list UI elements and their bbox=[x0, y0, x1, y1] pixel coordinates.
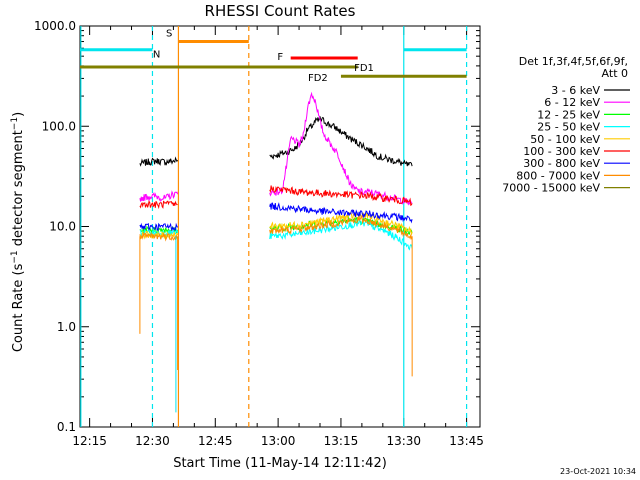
x-tick-label: 13:30 bbox=[386, 434, 421, 448]
series-line bbox=[269, 212, 413, 235]
legend-title-line2: Att 0 bbox=[602, 67, 628, 80]
series-line bbox=[139, 222, 179, 232]
plot-area: 0.1 1.0 10.0 100.0 1000.0 12:15 12:30 12:45 13:0… bbox=[34, 19, 484, 448]
y-tick-label: 0.1 bbox=[57, 420, 76, 434]
x-tick-label: 13:15 bbox=[324, 434, 359, 448]
x-tick-label: 13:45 bbox=[449, 434, 484, 448]
series-line bbox=[269, 214, 413, 240]
y-tick-label: 1000.0 bbox=[34, 19, 76, 33]
y-axis-label: Count Rate (s−1 detector segment−1) bbox=[10, 112, 26, 352]
state-bar-label: N bbox=[153, 50, 160, 61]
legend-entry-label: 12 - 25 keV bbox=[537, 108, 600, 121]
x-tick-label: 12:30 bbox=[135, 434, 170, 448]
state-bar-label: FD1 bbox=[354, 63, 374, 74]
y-axis-label-mid: detector segment bbox=[11, 130, 26, 250]
legend-entry-label: 3 - 6 keV bbox=[551, 84, 600, 97]
y-axis-label-base: Count Rate (s bbox=[11, 263, 26, 352]
series-line bbox=[139, 230, 179, 241]
state-bar-label: S bbox=[166, 29, 172, 40]
series-line bbox=[139, 231, 178, 242]
y-tick-label: 100.0 bbox=[42, 119, 76, 133]
generated-timestamp: 23-Oct-2021 10:34 bbox=[560, 467, 636, 476]
series-line bbox=[139, 190, 179, 202]
series-line bbox=[269, 116, 413, 167]
state-bar-label: F bbox=[277, 52, 283, 63]
legend-entry-label: 100 - 300 keV bbox=[523, 145, 600, 158]
x-tick-label: 13:00 bbox=[261, 434, 296, 448]
y-tick-label: 1.0 bbox=[57, 320, 76, 334]
x-axis-label: Start Time (11-May-14 12:11:42) bbox=[173, 456, 387, 471]
y-axis-label-sup: −1 bbox=[10, 250, 20, 263]
y-tick-label: 10.0 bbox=[49, 220, 76, 234]
legend-title-line1: Det 1f,3f,4f,5f,6f,9f, bbox=[519, 55, 628, 68]
series-line bbox=[269, 218, 413, 251]
y-axis-label-sup2: −1 bbox=[10, 117, 20, 130]
legend-entry-label: 7000 - 15000 keV bbox=[502, 182, 600, 195]
x-tick-label: 12:15 bbox=[72, 434, 107, 448]
x-tick-label: 12:45 bbox=[198, 434, 233, 448]
legend: Det 1f,3f,4f,5f,6f,9f, Att 0 3 - 6 keV6 … bbox=[502, 55, 630, 195]
chart-title: RHESSI Count Rates bbox=[205, 2, 356, 20]
series-line bbox=[269, 202, 413, 224]
legend-entry-label: 50 - 100 keV bbox=[530, 133, 600, 146]
series-line bbox=[269, 185, 413, 207]
legend-entry-label: 6 - 12 keV bbox=[544, 96, 600, 109]
state-bar-label: FD2 bbox=[308, 73, 328, 84]
legend-entry-label: 25 - 50 keV bbox=[537, 121, 600, 134]
series-line bbox=[139, 156, 179, 167]
legend-entry-label: 800 - 7000 keV bbox=[516, 169, 600, 182]
y-axis-label-end: ) bbox=[11, 112, 26, 117]
series-line bbox=[139, 200, 178, 210]
legend-entry-label: 300 - 800 keV bbox=[523, 157, 600, 170]
